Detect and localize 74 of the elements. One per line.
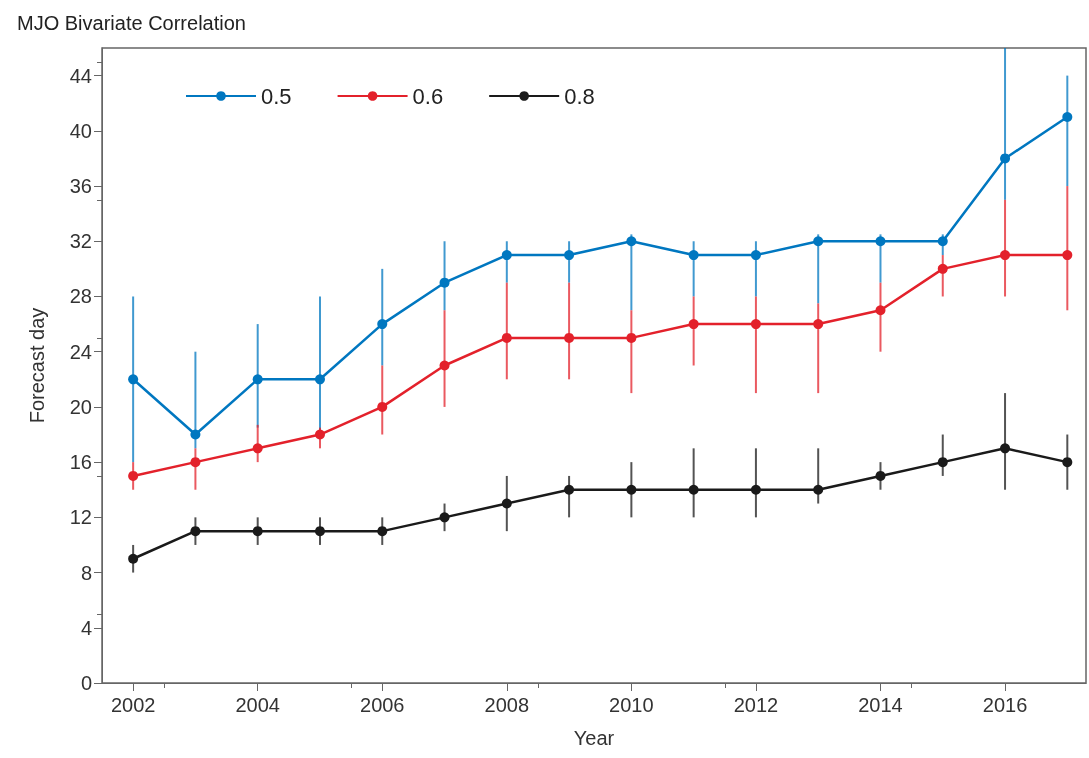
point xyxy=(501,498,512,509)
point xyxy=(1062,250,1073,261)
y-tick-label: 36 xyxy=(69,175,92,198)
point xyxy=(377,401,388,412)
point xyxy=(1000,153,1011,164)
x-tick-label: 2016 xyxy=(982,694,1028,716)
point xyxy=(377,526,388,537)
point xyxy=(1000,250,1011,261)
point xyxy=(813,319,824,330)
point xyxy=(564,484,575,495)
point xyxy=(314,429,325,440)
point xyxy=(1000,443,1011,454)
y-tick-label: 0 xyxy=(80,672,92,694)
point xyxy=(252,374,263,385)
point xyxy=(501,332,512,343)
point xyxy=(750,484,761,495)
point xyxy=(1062,112,1073,123)
x-tick-label: 2002 xyxy=(110,694,156,716)
point xyxy=(813,484,824,495)
chart-title: MJO Bivariate Correlation xyxy=(17,12,246,34)
point xyxy=(128,553,139,564)
point xyxy=(190,429,201,440)
point xyxy=(128,374,139,385)
point xyxy=(252,443,263,454)
point xyxy=(875,470,886,481)
point xyxy=(564,250,575,261)
x-tick-label: 2010 xyxy=(609,694,654,716)
point xyxy=(439,360,450,371)
point xyxy=(688,484,699,495)
point xyxy=(626,484,637,495)
point xyxy=(688,250,699,261)
point xyxy=(190,457,201,468)
point xyxy=(564,332,575,343)
point xyxy=(626,332,637,343)
point xyxy=(439,277,450,288)
point xyxy=(252,526,263,537)
point xyxy=(813,236,824,247)
point xyxy=(875,236,886,247)
y-axis-title: Forecast day xyxy=(26,307,48,424)
point xyxy=(937,236,948,247)
x-tick-label: 2006 xyxy=(360,694,405,716)
point xyxy=(501,250,512,261)
point xyxy=(626,236,637,247)
point xyxy=(314,374,325,385)
y-tick-label: 24 xyxy=(69,340,92,363)
point xyxy=(688,319,699,330)
x-tick-label: 2014 xyxy=(858,694,903,716)
y-tick-label: 28 xyxy=(69,285,92,308)
y-tick-label: 4 xyxy=(80,616,92,639)
point xyxy=(128,470,139,481)
legend-label: 0.6 xyxy=(412,83,444,109)
y-tick-label: 32 xyxy=(69,230,92,253)
y-tick-label: 40 xyxy=(69,119,92,142)
point xyxy=(937,263,948,274)
point xyxy=(1062,457,1073,468)
point xyxy=(190,526,201,537)
legend-label: 0.8 xyxy=(564,83,595,109)
y-tick-label: 16 xyxy=(69,451,92,474)
y-tick-label: 12 xyxy=(69,506,92,529)
point xyxy=(937,457,948,468)
point xyxy=(875,305,886,316)
x-tick-label: 2012 xyxy=(733,694,779,716)
legend-label: 0.5 xyxy=(261,83,292,109)
point xyxy=(750,250,761,261)
x-tick-label: 2008 xyxy=(484,694,530,716)
y-tick-label: 44 xyxy=(69,64,92,87)
point xyxy=(750,319,761,330)
point xyxy=(314,526,325,537)
point xyxy=(377,319,388,330)
x-tick-label: 2004 xyxy=(235,694,280,716)
y-tick-label: 20 xyxy=(69,395,92,418)
point xyxy=(439,512,450,523)
y-tick-label: 8 xyxy=(80,561,92,584)
x-axis-title: Year xyxy=(573,727,615,749)
